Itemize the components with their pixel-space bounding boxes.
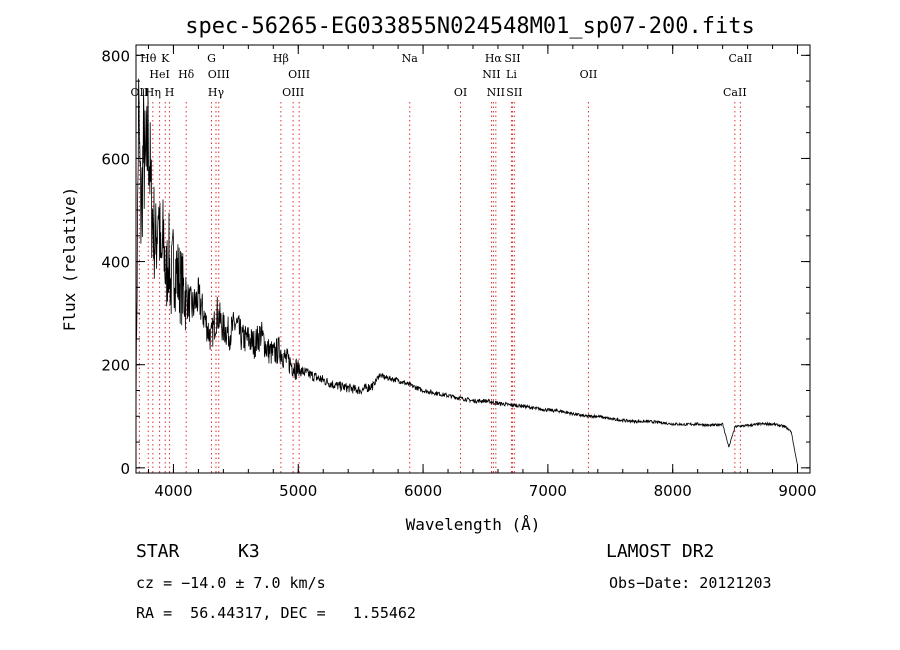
y-tick-label: 0 xyxy=(120,460,130,478)
spectral-line-label: G xyxy=(207,52,216,65)
observation-date: Obs−Date: 20121203 xyxy=(609,574,772,592)
x-tick-label: 6000 xyxy=(404,482,442,500)
flux-line xyxy=(135,78,798,465)
spectral-line-label: Hθ xyxy=(140,52,157,65)
x-tick-label: 8000 xyxy=(654,482,692,500)
x-tick-label: 9000 xyxy=(778,482,816,500)
plot-frame xyxy=(135,44,811,474)
object-class: STAR xyxy=(136,541,180,562)
spectral-line-label: Li xyxy=(506,68,517,81)
spectral-line-label: Hα xyxy=(485,52,503,65)
spectral-line-label: SII xyxy=(506,86,522,99)
spectral-line-label: HeI xyxy=(149,68,169,81)
spectral-line-label: NII xyxy=(482,68,500,81)
y-axis-label: Flux (relative) xyxy=(60,187,79,332)
y-tick-label: 800 xyxy=(101,47,130,65)
spectral-line-label: Hδ xyxy=(178,68,195,81)
survey-name: LAMOST DR2 xyxy=(606,541,715,562)
coordinates: RA = 56.44317, DEC = 1.55462 xyxy=(136,604,416,622)
object-subclass: K3 xyxy=(238,541,260,562)
spectral-line-label: OIII xyxy=(288,68,310,81)
spectral-line-markers: OII Hθ Hη HeI K HHδ G Hγ OIII Hβ OIII OIII Na OI NII Hα… xyxy=(131,52,753,473)
x-tick-label: 7000 xyxy=(529,482,567,500)
spectral-line-label: Hγ xyxy=(208,86,225,99)
x-axis-label: Wavelength (Å) xyxy=(406,515,541,534)
spectral-line-label: OIII xyxy=(282,86,304,99)
spectral-line-label: Na xyxy=(402,52,419,65)
spectral-line-label: K xyxy=(161,52,170,65)
flux-series xyxy=(135,78,798,465)
spectral-line-label: Hβ xyxy=(273,52,289,65)
x-tick-label: 5000 xyxy=(279,482,317,500)
spectral-line-label: H xyxy=(165,86,175,99)
chart-title: spec-56265-EG033855N024548M01_sp07-200.f… xyxy=(185,14,755,39)
spectral-line-label: CaII xyxy=(723,86,747,99)
spectral-line-label: OIII xyxy=(208,68,230,81)
spectral-line-label: NII xyxy=(487,86,505,99)
y-tick-label: 600 xyxy=(101,150,130,168)
spectrum-chart: spec-56265-EG033855N024548M01_sp07-200.f… xyxy=(60,14,817,534)
spectral-line-label: Hη xyxy=(145,86,161,99)
spectral-line-label: OII xyxy=(580,68,598,81)
spectral-line-label: OI xyxy=(454,86,467,99)
spectral-line-label: CaII xyxy=(729,52,753,65)
y-tick-label: 400 xyxy=(101,254,130,272)
spectral-line-label: SII xyxy=(504,52,520,65)
y-tick-label: 200 xyxy=(101,357,130,375)
axes: 4000 5000 6000 7000 8000 9000 0 200 400 600 800 xyxy=(101,45,817,500)
redshift-velocity: cz = −14.0 ± 7.0 km/s xyxy=(136,574,326,592)
x-tick-label: 4000 xyxy=(154,482,192,500)
